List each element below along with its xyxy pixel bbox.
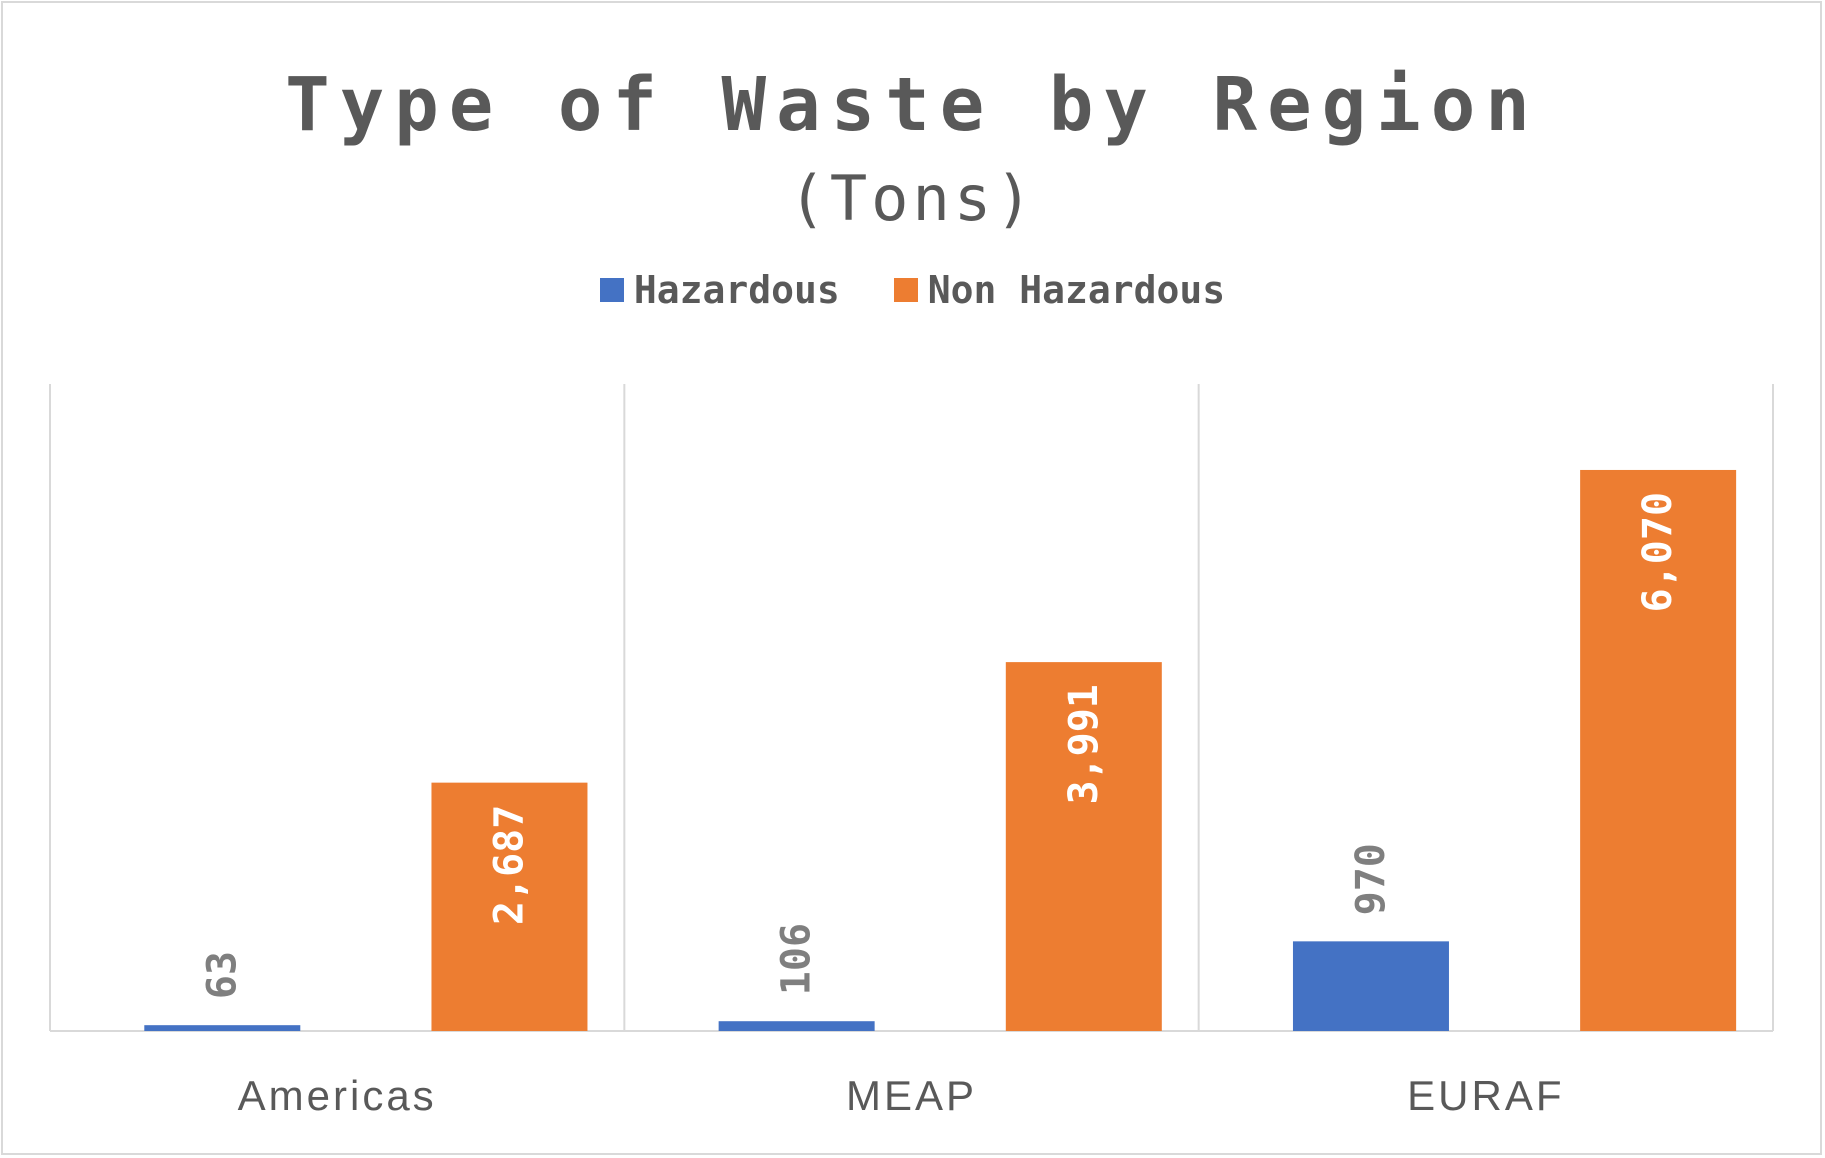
legend-label-hazardous: Hazardous — [633, 268, 840, 312]
bar-non-hazardous-americas — [431, 782, 588, 1031]
data-label: 63 — [199, 951, 245, 999]
bar-hazardous-americas — [144, 1025, 301, 1031]
x-tick-label: EURAF — [1407, 1072, 1564, 1119]
legend-swatch-non-hazardous — [893, 278, 918, 302]
bar-non-hazardous-euraf — [1580, 469, 1737, 1031]
legend-item-non-hazardous: Non Hazardous — [893, 268, 1226, 312]
data-label: 3,991 — [1061, 684, 1107, 804]
legend-swatch-hazardous — [599, 278, 624, 302]
chart-legend: Hazardous Non Hazardous — [0, 268, 1825, 312]
bar-non-hazardous-meap — [1005, 662, 1162, 1031]
x-tick-label: MEAP — [846, 1072, 977, 1119]
data-label: 2,687 — [486, 805, 532, 925]
legend-item-hazardous: Hazardous — [599, 268, 840, 312]
bar-hazardous-meap — [718, 1021, 875, 1031]
data-label: 6,070 — [1635, 492, 1681, 612]
chart-subtitle: (Tons) — [788, 162, 1037, 235]
data-label: 106 — [774, 923, 820, 995]
legend-label-non-hazardous: Non Hazardous — [927, 268, 1226, 312]
bar-hazardous-euraf — [1292, 941, 1449, 1031]
chart-title: Type of Waste by Region — [285, 62, 1540, 148]
data-label: 970 — [1348, 843, 1394, 915]
x-tick-label: Americas — [238, 1072, 437, 1119]
